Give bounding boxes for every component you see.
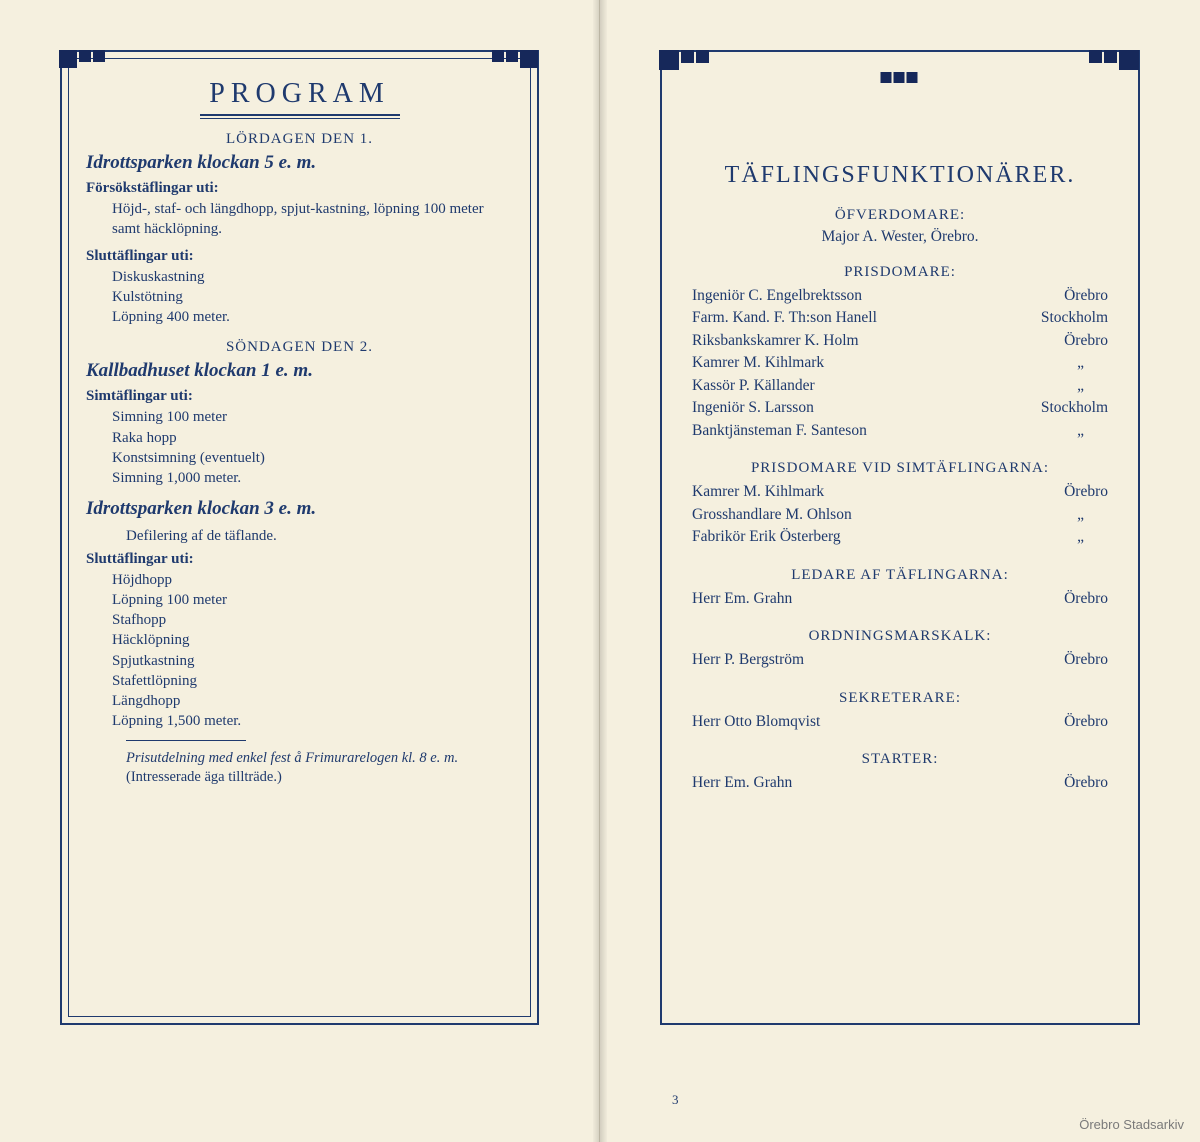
venue-2: Kallbadhuset klockan 1 e. m. (86, 360, 513, 382)
official-row: Banktjänsteman F. Santeson „ (686, 420, 1114, 442)
role-heading: PRISDOMARE VID SIMTÄFLINGARNA: (686, 460, 1114, 477)
page-number: 3 (672, 1092, 679, 1108)
body-1a: Höjd-, staf- och längdhopp, spjut-kastni… (112, 199, 513, 240)
event-item: Löpning 400 meter. (112, 307, 513, 327)
official-row: Grosshandlare M. Ohlson „ (686, 504, 1114, 526)
event-item: Löpning 1,500 meter. (112, 711, 513, 731)
role-single: Major A. Wester, Örebro. (686, 228, 1114, 246)
ornament-top-right (492, 50, 540, 78)
left-page: PROGRAM LÖRDAGEN DEN 1. Idrottsparken kl… (0, 0, 600, 1142)
official-name: Ingeniör S. Larsson (692, 397, 814, 419)
event-item: Löpning 100 meter (112, 590, 513, 610)
official-city: Örebro (1064, 711, 1108, 733)
official-row: Herr P. Bergström Örebro (686, 649, 1114, 671)
event-item: Simning 1,000 meter. (112, 468, 513, 488)
official-name: Banktjänsteman F. Santeson (692, 420, 867, 442)
events-1b: DiskuskastningKulstötningLöpning 400 met… (112, 267, 513, 328)
official-row: Riksbankskamrer K. Holm Örebro (686, 330, 1114, 352)
events-2a: Simning 100 meterRaka hoppKonstsimning (… (112, 407, 513, 488)
footnote: Prisutdelning med enkel fest å Frimurare… (126, 749, 513, 788)
official-city: „ (1077, 375, 1108, 397)
role-heading: PRISDOMARE: (686, 264, 1114, 281)
event-item: Simning 100 meter (112, 407, 513, 427)
document-spread: PROGRAM LÖRDAGEN DEN 1. Idrottsparken kl… (0, 0, 1200, 1142)
official-city: „ (1077, 526, 1108, 548)
official-city: „ (1077, 352, 1108, 374)
ornament-top-left (59, 50, 107, 78)
official-row: Ingeniör C. Engelbrektsson Örebro (686, 285, 1114, 307)
event-item: Höjdhopp (112, 570, 513, 590)
official-city: „ (1077, 504, 1108, 526)
sub-1a: Försökstäflingar uti: (86, 180, 513, 197)
official-name: Fabrikör Erik Österberg (692, 526, 841, 548)
roles-container: ÖFVERDOMARE: Major A. Wester, Örebro. PRIS… (686, 207, 1114, 795)
official-city: Stockholm (1041, 397, 1108, 419)
role-heading: ORDNINGSMARSKALK: (686, 628, 1114, 645)
official-row: Fabrikör Erik Österberg „ (686, 526, 1114, 548)
role-heading: LEDARE AF TÄFLINGARNA: (686, 567, 1114, 584)
sub-1b: Sluttäflingar uti: (86, 248, 513, 265)
official-name: Kamrer M. Kihlmark (692, 481, 824, 503)
official-name: Grosshandlare M. Ohlson (692, 504, 852, 526)
official-row: Herr Em. Grahn Örebro (686, 588, 1114, 610)
official-city: Örebro (1064, 481, 1108, 503)
event-item: Stafhopp (112, 610, 513, 630)
official-name: Riksbankskamrer K. Holm (692, 330, 859, 352)
official-city: Örebro (1064, 772, 1108, 794)
footnote-italic: Prisutdelning med enkel fest å Frimurare… (126, 750, 458, 766)
official-name: Kassör P. Källander (692, 375, 815, 397)
event-item: Stafettlöpning (112, 671, 513, 691)
event-item: Diskuskastning (112, 267, 513, 287)
official-row: Kamrer M. Kihlmark Örebro (686, 481, 1114, 503)
official-city: Örebro (1064, 649, 1108, 671)
official-city: „ (1077, 420, 1108, 442)
right-frame: TÄFLINGSFUNKTIONÄRER. ÖFVERDOMARE: Major … (660, 50, 1140, 1025)
role-heading: ÖFVERDOMARE: (686, 207, 1114, 224)
official-name: Herr Em. Grahn (692, 588, 792, 610)
official-row: Kassör P. Källander „ (686, 375, 1114, 397)
ornament-r-left (659, 50, 711, 78)
official-name: Farm. Kand. F. Th:son Hanell (692, 307, 877, 329)
official-name: Herr Em. Grahn (692, 772, 792, 794)
footnote-plain: (Intresserade äga tillträde.) (126, 769, 282, 785)
official-row: Farm. Kand. F. Th:son Hanell Stockholm (686, 307, 1114, 329)
right-page: TÄFLINGSFUNKTIONÄRER. ÖFVERDOMARE: Major … (600, 0, 1200, 1142)
role-heading: STARTER: (686, 751, 1114, 768)
event-item: Längdhopp (112, 691, 513, 711)
official-city: Örebro (1064, 330, 1108, 352)
officials-title: TÄFLINGSFUNKTIONÄRER. (686, 162, 1114, 189)
official-row: Herr Em. Grahn Örebro (686, 772, 1114, 794)
official-row: Herr Otto Blomqvist Örebro (686, 711, 1114, 733)
archive-watermark: Örebro Stadsarkiv (1079, 1117, 1184, 1132)
event-item: Spjutkastning (112, 651, 513, 671)
official-name: Ingeniör C. Engelbrektsson (692, 285, 862, 307)
day-1-label: LÖRDAGEN DEN 1. (86, 131, 513, 148)
day-2-label: SÖNDAGEN DEN 2. (86, 339, 513, 356)
ornament-r-right (1089, 50, 1141, 78)
official-name: Kamrer M. Kihlmark (692, 352, 824, 374)
venue-1: Idrottsparken klockan 5 e. m. (86, 152, 513, 174)
official-city: Örebro (1064, 588, 1108, 610)
official-city: Örebro (1064, 285, 1108, 307)
venue-3: Idrottsparken klockan 3 e. m. (86, 498, 513, 520)
sub-3a: Sluttäflingar uti: (86, 551, 513, 568)
sub-2a: Simtäflingar uti: (86, 388, 513, 405)
events-3a: HöjdhoppLöpning 100 meterStafhoppHäcklöp… (112, 570, 513, 732)
event-item: Konstsimning (eventuelt) (112, 448, 513, 468)
role-heading: SEKRETERARE: (686, 690, 1114, 707)
official-name: Herr Otto Blomqvist (692, 711, 820, 733)
body-3: Defilering af de täflande. (126, 526, 513, 546)
event-item: Kulstötning (112, 287, 513, 307)
left-frame: PROGRAM LÖRDAGEN DEN 1. Idrottsparken kl… (60, 50, 539, 1025)
event-item: Häcklöpning (112, 630, 513, 650)
official-city: Stockholm (1041, 307, 1108, 329)
event-item: Raka hopp (112, 428, 513, 448)
official-row: Ingeniör S. Larsson Stockholm (686, 397, 1114, 419)
program-title: PROGRAM (86, 78, 513, 110)
official-name: Herr P. Bergström (692, 649, 804, 671)
official-row: Kamrer M. Kihlmark „ (686, 352, 1114, 374)
